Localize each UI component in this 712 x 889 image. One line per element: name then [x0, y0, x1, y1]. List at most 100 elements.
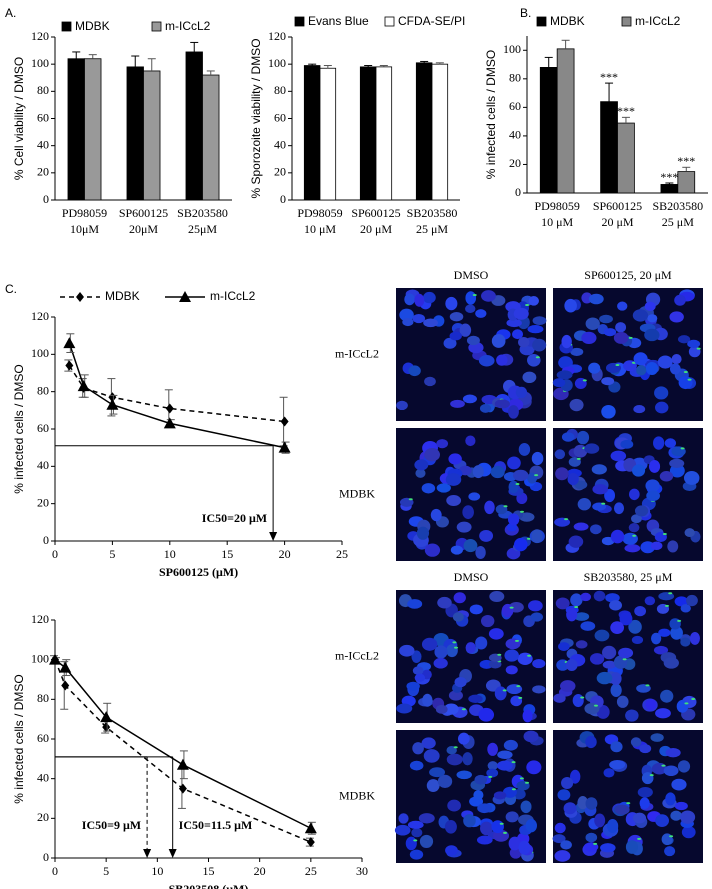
nucleus [526, 760, 542, 775]
parasite [509, 606, 514, 609]
nucleus [528, 296, 539, 306]
parasite [580, 696, 585, 699]
nucleus [622, 532, 638, 545]
nucleus [481, 290, 496, 302]
y-tick-label: 120 [31, 612, 49, 626]
nucleus [523, 730, 539, 743]
y-tick-label: 80 [37, 383, 49, 397]
micrograph-row-label: MDBK [339, 788, 375, 802]
parasite [582, 379, 587, 382]
nucleus [447, 799, 461, 812]
parasite [472, 293, 477, 296]
nucleus [518, 840, 531, 855]
x-tick-label: 10 μM [304, 222, 336, 236]
marker [65, 360, 74, 371]
nucleus [423, 749, 440, 763]
nucleus [514, 537, 528, 552]
nucleus [634, 606, 647, 617]
y-tick-label: 100 [268, 56, 286, 70]
y-tick-label: 60 [37, 110, 49, 124]
nucleus [585, 317, 600, 330]
nucleus [513, 307, 529, 320]
nucleus [532, 658, 546, 669]
bar [539, 67, 558, 194]
nucleus [412, 666, 424, 675]
nucleus [653, 645, 669, 655]
nucleus [505, 811, 519, 823]
x-axis-label: SP600125 (μM) [159, 565, 238, 579]
nucleus [602, 660, 617, 669]
nucleus [664, 846, 676, 857]
nucleus [532, 685, 546, 694]
parasite [662, 532, 667, 535]
nucleus [423, 318, 438, 328]
legend-label: MDBK [75, 19, 110, 33]
nucleus [465, 304, 476, 313]
y-axis-label: % infected cells / DMSO [12, 364, 26, 493]
parasite [664, 604, 669, 607]
nucleus [568, 535, 584, 548]
x-tick-label: 20 [254, 864, 266, 878]
micrograph-row-label: MDBK [339, 486, 375, 500]
nucleus [445, 296, 458, 311]
nucleus [475, 309, 487, 318]
nucleus [628, 523, 640, 533]
nucleus [430, 508, 442, 522]
nucleus [603, 328, 617, 337]
nucleus [450, 545, 463, 555]
x-tick-label: 0 [52, 864, 58, 878]
nucleus [501, 603, 514, 618]
nucleus [655, 401, 669, 414]
nucleus [558, 642, 570, 651]
nucleus [560, 680, 576, 692]
nucleus [575, 640, 588, 649]
nucleus [555, 467, 569, 481]
nucleus [404, 293, 415, 306]
panel-label: A. [5, 6, 16, 20]
nucleus [419, 834, 434, 849]
parasite [564, 518, 569, 521]
nucleus [421, 737, 436, 749]
nucleus [560, 840, 572, 850]
nucleus [554, 822, 566, 834]
legend-label: Evans Blue [308, 14, 369, 28]
bar [126, 66, 144, 201]
x-tick-label: SP600125 [119, 206, 168, 220]
panel-label: C. [5, 282, 17, 296]
parasite [516, 685, 521, 688]
nucleus [489, 591, 505, 602]
nucleus [610, 741, 623, 753]
nucleus [680, 637, 691, 647]
nucleus [665, 747, 681, 758]
nucleus [531, 451, 544, 466]
nucleus [653, 436, 665, 450]
y-tick-label: 20 [509, 156, 521, 170]
parasite [683, 370, 688, 373]
nucleus [563, 802, 577, 815]
nucleus [508, 480, 519, 494]
nucleus [553, 693, 566, 703]
nucleus [424, 543, 441, 557]
y-axis-label: % Cell viability / DMSO [12, 57, 26, 180]
parasite [503, 505, 508, 508]
nucleus [457, 732, 470, 745]
bar [185, 51, 203, 201]
marker [102, 722, 111, 733]
parasite [413, 839, 418, 842]
nucleus [570, 347, 584, 356]
nucleus [528, 600, 543, 612]
x-tick-label: SB203580 [652, 199, 703, 213]
nucleus [446, 753, 463, 766]
y-tick-label: 40 [37, 137, 49, 151]
nucleus [398, 813, 409, 824]
nucleus [671, 778, 687, 791]
x-tick-label: PD98059 [534, 199, 579, 213]
nucleus [509, 847, 522, 859]
y-axis-label: % infected cells / DMSO [12, 674, 26, 803]
nucleus [491, 820, 504, 834]
nucleus [681, 826, 696, 839]
nucleus [609, 760, 626, 770]
nucleus [517, 652, 533, 665]
y-tick-label: 100 [31, 56, 49, 70]
nucleus [632, 812, 647, 824]
